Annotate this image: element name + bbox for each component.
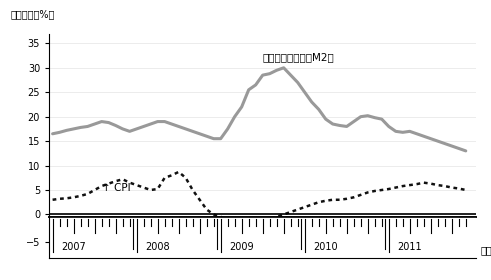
Text: 2007: 2007 [61,242,86,252]
Text: 2008: 2008 [145,242,170,252]
Text: マネーサプライ（M2）: マネーサプライ（M2） [263,52,334,62]
Text: （前年比、%）: （前年比、%） [11,9,55,19]
Text: 2009: 2009 [229,242,254,252]
Text: 2010: 2010 [313,242,338,252]
Text: ↑ CPI: ↑ CPI [102,183,130,193]
Text: （年,月）: （年,月） [481,246,491,256]
Text: 2011: 2011 [397,242,422,252]
